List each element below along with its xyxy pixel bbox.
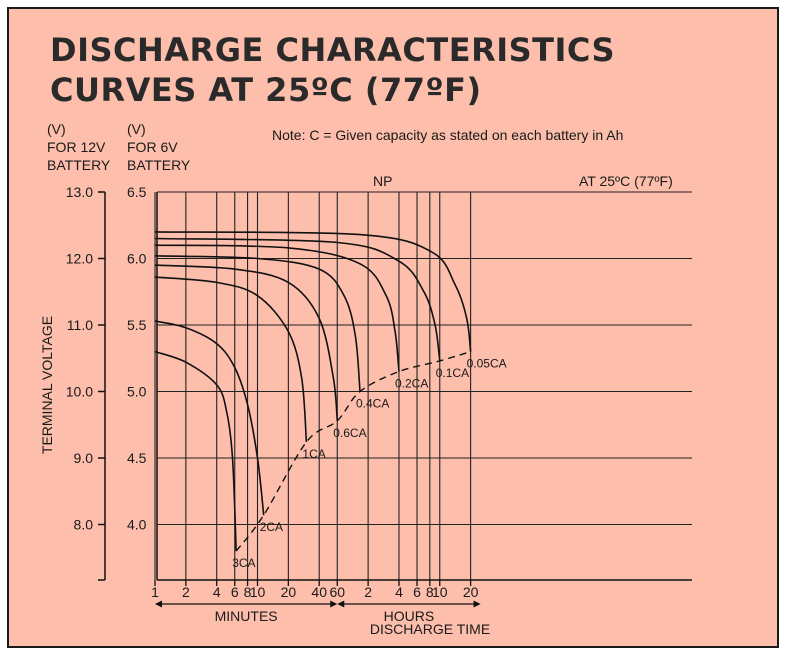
capacity-note: Note: C = Given capacity as stated on ea…: [272, 127, 623, 143]
cutoff-voltage-curve: [235, 350, 471, 552]
section-label-0: MINUTES: [215, 608, 278, 624]
curve-2CA: [154, 320, 265, 516]
section-arrow-left-1: [337, 600, 345, 608]
y12-tick-label-0: 13.0: [66, 184, 93, 200]
discharge-curves: [154, 231, 472, 552]
chart-title-line-1: DISCHARGE CHARACTERISTICS: [50, 31, 616, 69]
curve-0.05CA: [154, 231, 472, 352]
y6-tick-label-1: 6.0: [127, 251, 147, 267]
y6-tick-label-4: 4.5: [127, 450, 147, 466]
y12-tick-label-3: 10.0: [66, 384, 93, 400]
y12-header-line-3: BATTERY: [47, 157, 111, 173]
x-tick-label-6: 20: [281, 584, 297, 600]
x-tick-label-12: 8: [426, 584, 434, 600]
x-tick-label-3: 6: [231, 584, 239, 600]
section-label-1: HOURS: [384, 608, 435, 624]
curve-label-2CA: 2CA: [260, 520, 283, 534]
section-arrow-left-0: [155, 600, 162, 608]
x-tick-label-14: 20: [463, 584, 479, 600]
curve-0.2CA: [154, 244, 400, 372]
x-tick-label-9: 2: [364, 584, 372, 600]
y6-header-line-3: BATTERY: [127, 157, 191, 173]
curve-label-0.2CA: 0.2CA: [395, 377, 428, 391]
y6-tick-label-5: 4.0: [127, 517, 147, 533]
curve-label-0.05CA: 0.05CA: [467, 357, 507, 371]
y12-tick-label-2: 11.0: [67, 317, 93, 333]
y6-tick-label-2: 5.5: [127, 317, 147, 333]
y-ticks: 13.0 6.5 12.0 6.0 11.0 5.5 10.0 5.0 9.0 4.5 8.0 4.0: [66, 184, 147, 581]
curve-label-3CA: 3CA: [232, 556, 255, 570]
curve-label-1CA: 1CA: [302, 447, 325, 461]
time-sections: MINUTES HOURS: [155, 600, 481, 624]
y6-header-line-2: FOR 6V: [127, 139, 178, 155]
y-axis-label: TERMINAL VOLTAGE: [39, 316, 55, 454]
x-tick-label-7: 40: [311, 584, 327, 600]
curve-label-0.6CA: 0.6CA: [333, 426, 366, 440]
chart-panel: [7, 7, 779, 648]
y6-tick-label-3: 5.0: [127, 384, 147, 400]
chart-subtitle: NP: [373, 173, 392, 189]
curve-label-0.1CA: 0.1CA: [436, 366, 469, 380]
section-arrow-right-1: [473, 600, 481, 608]
x-tick-label-13: 10: [432, 584, 448, 600]
curve-label-0.4CA: 0.4CA: [356, 397, 389, 411]
x-tick-label-2: 4: [213, 584, 221, 600]
x-tick-label-5: 10: [250, 584, 266, 600]
y6-header-line-1: (V): [127, 121, 146, 137]
x-tick-label-4: 8: [244, 584, 252, 600]
curve-1CA: [154, 276, 308, 443]
curve-0.1CA: [154, 237, 441, 362]
y12-header-line-1: (V): [47, 121, 66, 137]
x-tick-label-1: 2: [182, 584, 190, 600]
section-arrow-right-0: [330, 600, 338, 608]
x-ticks: 1 2 4 6 810 20 40 60 2 4 6 810 20: [151, 580, 479, 600]
axis-frame: [104, 192, 692, 581]
x-axis-label: DISCHARGE TIME: [370, 621, 490, 637]
y12-header-line-2: FOR 12V: [47, 139, 106, 155]
curve-0.4CA: [154, 255, 361, 392]
x-tick-label-8: 60: [329, 584, 345, 600]
chart-title: DISCHARGE CHARACTERISTICS CURVES AT 25ºC…: [50, 30, 615, 110]
y12-tick-label-5: 8.0: [74, 517, 94, 533]
y6-tick-label-0: 6.5: [127, 184, 147, 200]
x-tick-label-0: 1: [151, 584, 159, 600]
curve-0.6CA: [154, 264, 339, 421]
x-tick-label-10: 4: [395, 584, 403, 600]
curve-3CA: [154, 350, 237, 552]
x-tick-label-11: 6: [413, 584, 421, 600]
temperature-condition: AT 25ºC (77ºF): [579, 173, 673, 189]
y12-tick-label-1: 12.0: [66, 251, 93, 267]
chart-title-line-2: CURVES AT 25ºC (77ºF): [50, 71, 482, 109]
y12-tick-label-4: 9.0: [74, 450, 94, 466]
